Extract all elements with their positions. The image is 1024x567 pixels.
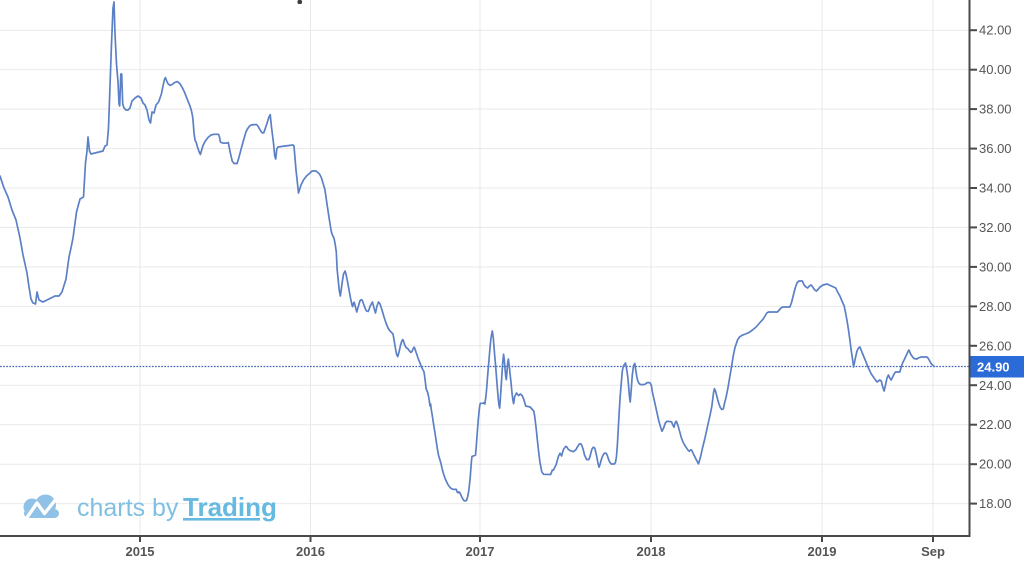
svg-text:24.90: 24.90	[977, 360, 1010, 375]
svg-text:42.00: 42.00	[979, 23, 1012, 38]
svg-text:20.00: 20.00	[979, 457, 1012, 472]
svg-text:2015: 2015	[126, 544, 155, 559]
svg-text:Sep: Sep	[921, 544, 945, 559]
svg-text:2016: 2016	[296, 544, 325, 559]
svg-text:36.00: 36.00	[979, 141, 1012, 156]
svg-text:32.00: 32.00	[979, 220, 1012, 235]
svg-text:38.00: 38.00	[979, 102, 1012, 117]
svg-text:charts by: charts by	[77, 494, 179, 522]
svg-text:26.00: 26.00	[979, 338, 1012, 353]
svg-text:18.00: 18.00	[979, 496, 1012, 511]
svg-text:34.00: 34.00	[979, 181, 1012, 196]
svg-text:40.00: 40.00	[979, 62, 1012, 77]
svg-text:2018: 2018	[637, 544, 666, 559]
svg-text:30.00: 30.00	[979, 259, 1012, 274]
svg-text:Trading: Trading	[183, 492, 277, 522]
svg-text:2017: 2017	[466, 544, 495, 559]
svg-text:2019: 2019	[808, 544, 837, 559]
svg-text:24.00: 24.00	[979, 378, 1012, 393]
svg-text:28.00: 28.00	[979, 299, 1012, 314]
svg-text:22.00: 22.00	[979, 417, 1012, 432]
